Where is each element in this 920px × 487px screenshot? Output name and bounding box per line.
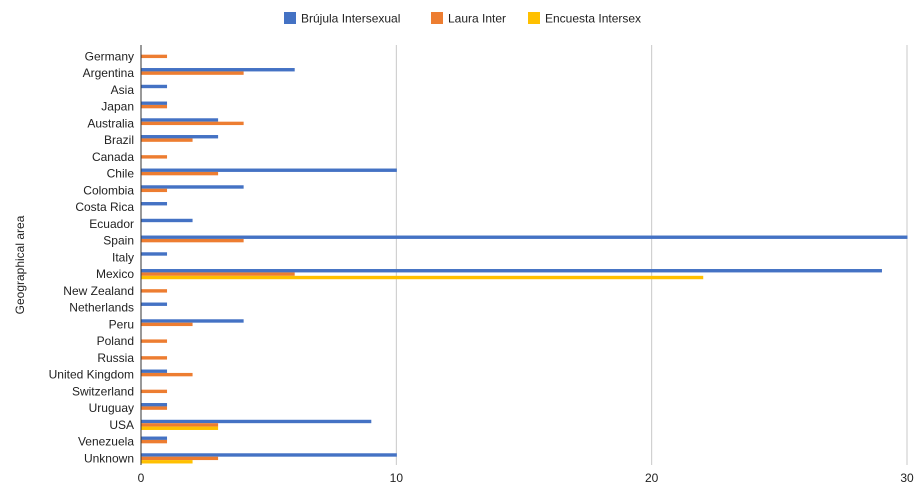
y-tick-label: Venezuela: [78, 435, 134, 449]
bar: [141, 403, 168, 407]
bar: [141, 235, 908, 239]
bar: [141, 238, 244, 243]
bar: [141, 269, 882, 273]
y-tick-label: Australia: [87, 116, 134, 130]
y-tick-label: Italy: [112, 250, 134, 264]
bar: [141, 138, 193, 142]
y-tick-label: United Kingdom: [49, 368, 134, 382]
x-tick-label: 20: [645, 471, 659, 485]
y-tick-label: Russia: [97, 351, 134, 365]
y-tick-label: Mexico: [96, 267, 134, 281]
y-tick-label: Ecuador: [89, 217, 134, 231]
bar: [141, 202, 168, 206]
bar: [141, 68, 295, 72]
bar: [141, 339, 168, 343]
y-tick-label: Japan: [101, 100, 134, 114]
y-tick-label: Canada: [92, 150, 134, 164]
bar: [141, 104, 168, 109]
legend-swatch: [431, 12, 443, 24]
bar: [141, 84, 168, 89]
legend-label: Laura Inter: [448, 12, 506, 26]
gridlines: [395, 45, 908, 465]
bar: [141, 356, 168, 360]
bar: [141, 121, 244, 126]
bar: [141, 275, 704, 280]
bar: [141, 423, 219, 427]
y-tick-label: Switzerland: [72, 384, 134, 398]
y-tick-label: Asia: [111, 83, 135, 97]
bar: [141, 460, 193, 464]
bar: [141, 272, 295, 276]
bar: [141, 319, 244, 323]
bar: [141, 155, 168, 159]
bar: [141, 218, 193, 223]
bar: [141, 171, 219, 176]
x-tick-label: 30: [900, 471, 914, 485]
bar: [141, 322, 193, 327]
bar: [141, 369, 168, 373]
bar: [141, 372, 193, 377]
bar: [141, 453, 397, 457]
legend-label: Encuesta Intersex: [545, 12, 641, 26]
y-tick-label: Costa Rica: [75, 200, 134, 214]
bar: [141, 419, 372, 424]
legend: Brújula Intersexual Laura Inter Encuesta I…: [284, 12, 641, 26]
legend-swatch: [528, 12, 540, 24]
x-tick-label: 0: [138, 471, 145, 485]
bar: [141, 456, 219, 461]
y-tick-label: Colombia: [83, 183, 134, 197]
bar: [141, 101, 168, 105]
x-tick-label: 10: [390, 471, 404, 485]
bar: [141, 54, 168, 59]
y-tick-label: Spain: [103, 234, 134, 248]
bar: [141, 135, 219, 139]
y-tick-label: Peru: [109, 317, 134, 331]
bar: [141, 439, 168, 444]
legend-swatch: [284, 12, 296, 24]
legend-label: Brújula Intersexual: [301, 12, 400, 26]
y-tick-label: Germany: [85, 49, 134, 63]
bars: [141, 54, 908, 464]
bar: [141, 289, 168, 293]
x-axis-tick-labels: 0 10 20 30: [138, 471, 914, 485]
bar: [141, 118, 219, 122]
bar: [141, 185, 244, 189]
bar: [141, 168, 397, 172]
bar: [141, 406, 168, 410]
bar: [141, 302, 168, 306]
bar: [141, 252, 168, 256]
y-axis-tick-labels: Germany Argentina Asia Japan Australia Brazil…: [49, 49, 135, 465]
y-tick-label: Uruguay: [89, 401, 134, 415]
bar: [141, 71, 244, 75]
bar: [141, 426, 219, 430]
y-axis-title: Geographical area: [13, 215, 27, 314]
y-tick-label: New Zealand: [63, 284, 134, 298]
y-tick-label: Poland: [97, 334, 134, 348]
y-tick-label: Argentina: [83, 66, 135, 80]
y-tick-label: Unknown: [84, 451, 134, 465]
bar: [141, 188, 168, 193]
bar: [141, 389, 168, 394]
y-tick-label: USA: [109, 418, 134, 432]
y-tick-label: Netherlands: [69, 301, 134, 315]
y-tick-label: Brazil: [104, 133, 134, 147]
y-tick-label: Chile: [107, 167, 135, 181]
bar: [141, 436, 168, 440]
